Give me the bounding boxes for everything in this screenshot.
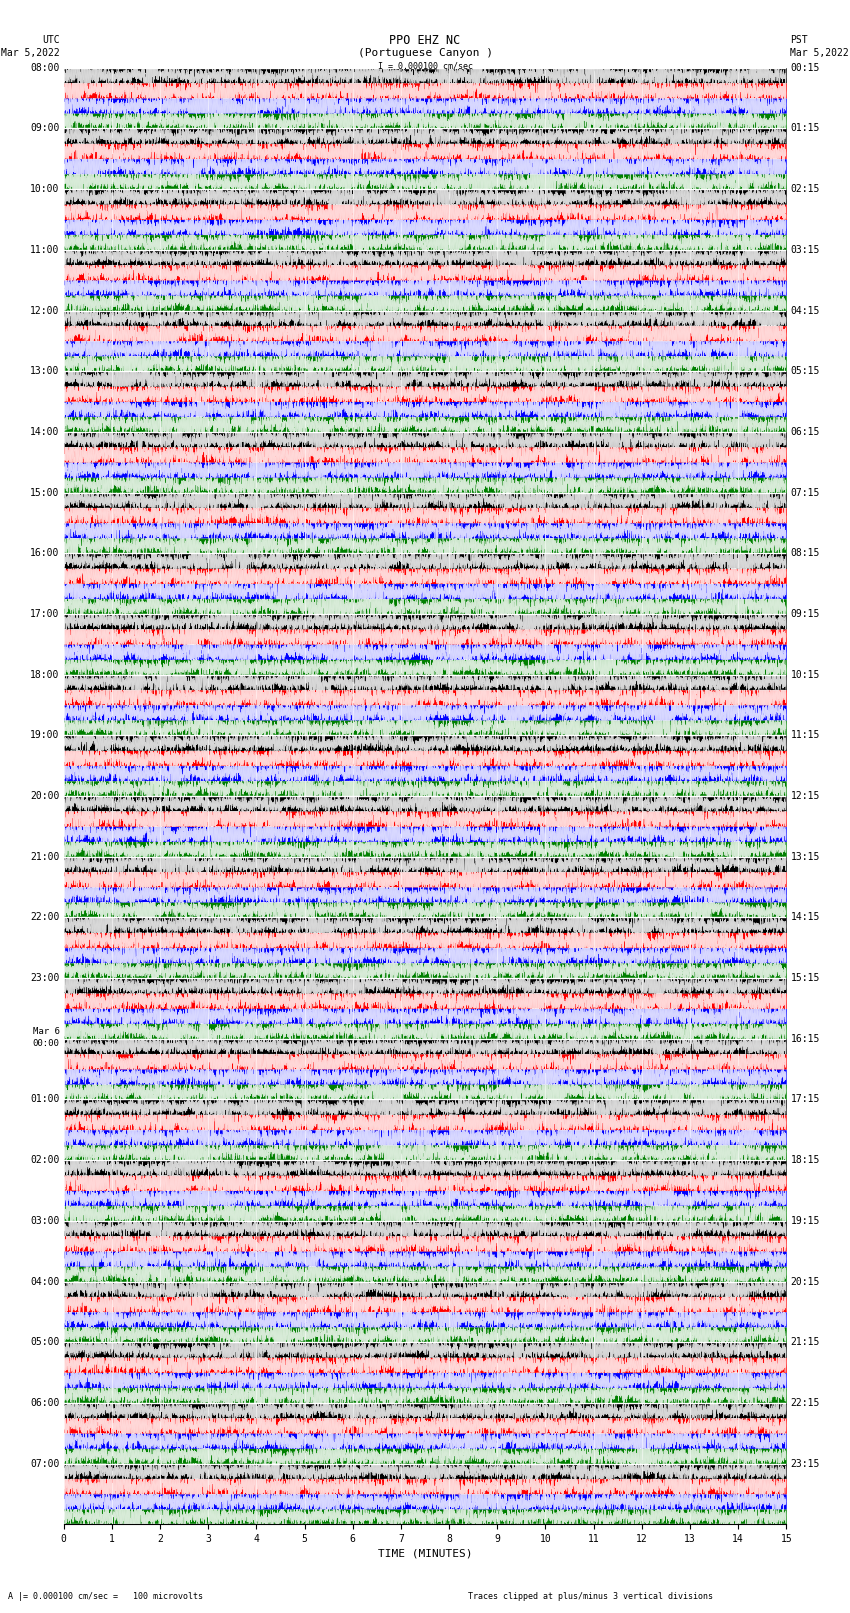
- Text: 06:00: 06:00: [30, 1398, 60, 1408]
- Text: Mar 6: Mar 6: [32, 1026, 60, 1036]
- Text: 12:00: 12:00: [30, 305, 60, 316]
- Text: 12:15: 12:15: [790, 790, 820, 802]
- Text: 05:15: 05:15: [790, 366, 820, 376]
- Text: 17:15: 17:15: [790, 1095, 820, 1105]
- Text: 07:00: 07:00: [30, 1458, 60, 1468]
- Text: 13:00: 13:00: [30, 366, 60, 376]
- Text: I = 0.000100 cm/sec: I = 0.000100 cm/sec: [377, 61, 473, 71]
- Text: 23:15: 23:15: [790, 1458, 820, 1468]
- Text: 09:00: 09:00: [30, 124, 60, 134]
- Text: Mar 5,2022: Mar 5,2022: [790, 48, 849, 58]
- Text: 15:00: 15:00: [30, 487, 60, 497]
- Text: 11:00: 11:00: [30, 245, 60, 255]
- Text: 01:15: 01:15: [790, 124, 820, 134]
- Text: 22:15: 22:15: [790, 1398, 820, 1408]
- Text: 00:00: 00:00: [32, 1039, 60, 1048]
- Text: 15:15: 15:15: [790, 973, 820, 982]
- X-axis label: TIME (MINUTES): TIME (MINUTES): [377, 1548, 473, 1558]
- Text: A |= 0.000100 cm/sec =   100 microvolts: A |= 0.000100 cm/sec = 100 microvolts: [8, 1592, 203, 1602]
- Text: 13:15: 13:15: [790, 852, 820, 861]
- Text: (Portuguese Canyon ): (Portuguese Canyon ): [358, 48, 492, 58]
- Text: 03:00: 03:00: [30, 1216, 60, 1226]
- Text: 00:15: 00:15: [790, 63, 820, 73]
- Text: 14:00: 14:00: [30, 427, 60, 437]
- Text: 01:00: 01:00: [30, 1095, 60, 1105]
- Text: 10:00: 10:00: [30, 184, 60, 194]
- Text: 03:15: 03:15: [790, 245, 820, 255]
- Text: 10:15: 10:15: [790, 669, 820, 679]
- Text: 02:00: 02:00: [30, 1155, 60, 1165]
- Text: 23:00: 23:00: [30, 973, 60, 982]
- Text: PPO EHZ NC: PPO EHZ NC: [389, 34, 461, 47]
- Text: 07:15: 07:15: [790, 487, 820, 497]
- Text: 02:15: 02:15: [790, 184, 820, 194]
- Text: UTC: UTC: [42, 35, 60, 45]
- Text: 18:15: 18:15: [790, 1155, 820, 1165]
- Text: 22:00: 22:00: [30, 913, 60, 923]
- Text: 14:15: 14:15: [790, 913, 820, 923]
- Text: 04:00: 04:00: [30, 1276, 60, 1287]
- Text: 08:15: 08:15: [790, 548, 820, 558]
- Text: 21:00: 21:00: [30, 852, 60, 861]
- Text: 19:00: 19:00: [30, 731, 60, 740]
- Text: 17:00: 17:00: [30, 610, 60, 619]
- Text: 18:00: 18:00: [30, 669, 60, 679]
- Text: Mar 5,2022: Mar 5,2022: [1, 48, 60, 58]
- Text: 06:15: 06:15: [790, 427, 820, 437]
- Text: 05:00: 05:00: [30, 1337, 60, 1347]
- Text: 11:15: 11:15: [790, 731, 820, 740]
- Text: 19:15: 19:15: [790, 1216, 820, 1226]
- Text: 20:15: 20:15: [790, 1276, 820, 1287]
- Text: 20:00: 20:00: [30, 790, 60, 802]
- Text: 21:15: 21:15: [790, 1337, 820, 1347]
- Text: 09:15: 09:15: [790, 610, 820, 619]
- Text: PST: PST: [790, 35, 808, 45]
- Text: 16:15: 16:15: [790, 1034, 820, 1044]
- Text: 16:00: 16:00: [30, 548, 60, 558]
- Text: 04:15: 04:15: [790, 305, 820, 316]
- Text: 08:00: 08:00: [30, 63, 60, 73]
- Text: Traces clipped at plus/minus 3 vertical divisions: Traces clipped at plus/minus 3 vertical …: [468, 1592, 712, 1602]
